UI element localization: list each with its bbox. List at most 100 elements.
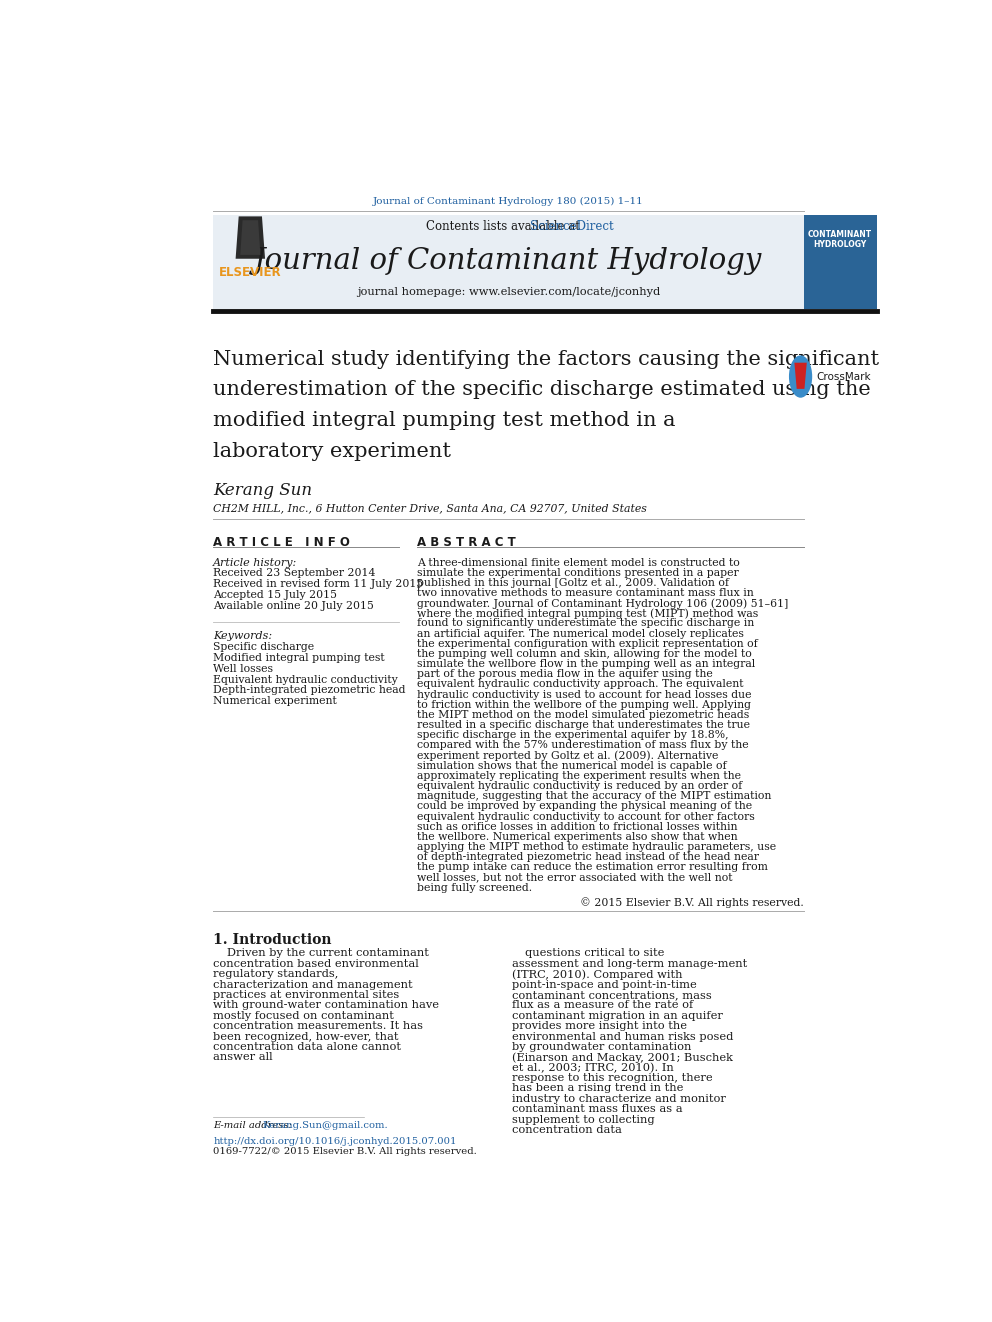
Text: assessment and long-term manage-ment: assessment and long-term manage-ment	[512, 958, 747, 969]
Text: flux as a measure of the rate of: flux as a measure of the rate of	[512, 1001, 692, 1010]
Text: A three-dimensional finite element model is constructed to: A three-dimensional finite element model…	[417, 558, 740, 567]
Text: an artificial aquifer. The numerical model closely replicates: an artificial aquifer. The numerical mod…	[417, 629, 744, 639]
Text: concentration data alone cannot: concentration data alone cannot	[213, 1042, 401, 1052]
Text: approximately replicating the experiment results when the: approximately replicating the experiment…	[417, 771, 741, 781]
Text: Numerical experiment: Numerical experiment	[213, 697, 337, 706]
Text: characterization and management: characterization and management	[213, 980, 413, 990]
Text: point-in-space and point-in-time: point-in-space and point-in-time	[512, 980, 696, 990]
Text: 1. Introduction: 1. Introduction	[213, 933, 331, 947]
Text: Modified integral pumping test: Modified integral pumping test	[213, 653, 385, 662]
Text: journal homepage: www.elsevier.com/locate/jconhyd: journal homepage: www.elsevier.com/locat…	[357, 287, 660, 297]
Text: Journal of Contaminant Hydrology: Journal of Contaminant Hydrology	[254, 247, 763, 275]
Text: Contents lists available at: Contents lists available at	[427, 219, 584, 233]
Text: practices at environmental sites: practices at environmental sites	[213, 990, 400, 999]
Text: such as orifice losses in addition to frictional losses within: such as orifice losses in addition to fr…	[417, 822, 737, 832]
Polygon shape	[236, 217, 265, 259]
Text: http://dx.doi.org/10.1016/j.jconhyd.2015.07.001: http://dx.doi.org/10.1016/j.jconhyd.2015…	[213, 1137, 456, 1146]
Text: (Einarson and Mackay, 2001; Buschek: (Einarson and Mackay, 2001; Buschek	[512, 1052, 732, 1063]
Text: contaminant migration in an aquifer: contaminant migration in an aquifer	[512, 1011, 722, 1021]
Text: answer all: answer all	[213, 1052, 273, 1063]
Text: Well losses: Well losses	[213, 664, 273, 674]
Polygon shape	[795, 362, 806, 389]
Text: contaminant concentrations, mass: contaminant concentrations, mass	[512, 990, 711, 999]
Text: et al., 2003; ITRC, 2010). In: et al., 2003; ITRC, 2010). In	[512, 1063, 674, 1073]
Text: has been a rising trend in the: has been a rising trend in the	[512, 1084, 682, 1093]
Text: CrossMark: CrossMark	[816, 371, 872, 382]
Text: hydraulic conductivity is used to account for head losses due: hydraulic conductivity is used to accoun…	[417, 690, 752, 699]
Text: Equivalent hydraulic conductivity: Equivalent hydraulic conductivity	[213, 674, 398, 685]
FancyBboxPatch shape	[804, 215, 877, 309]
Text: simulation shows that the numerical model is capable of: simulation shows that the numerical mode…	[417, 760, 726, 771]
Text: ELSEVIER: ELSEVIER	[219, 266, 282, 279]
Text: of depth-integrated piezometric head instead of the head near: of depth-integrated piezometric head ins…	[417, 853, 759, 862]
Text: regulatory standards,: regulatory standards,	[213, 969, 338, 980]
Text: experiment reported by Goltz et al. (2009). Alternative: experiment reported by Goltz et al. (200…	[417, 751, 718, 761]
Text: Kerang Sun: Kerang Sun	[213, 483, 312, 498]
Text: where the modified integral pumping test (MIPT) method was: where the modified integral pumping test…	[417, 608, 758, 619]
Polygon shape	[240, 221, 260, 255]
Text: Available online 20 July 2015: Available online 20 July 2015	[213, 600, 374, 611]
Text: compared with the 57% underestimation of mass flux by the: compared with the 57% underestimation of…	[417, 740, 749, 751]
Text: Accepted 15 July 2015: Accepted 15 July 2015	[213, 590, 337, 600]
Text: Received in revised form 11 July 2015: Received in revised form 11 July 2015	[213, 579, 424, 590]
Text: been recognized, how-ever, that: been recognized, how-ever, that	[213, 1031, 399, 1042]
Text: underestimation of the specific discharge estimated using the: underestimation of the specific discharg…	[213, 381, 871, 399]
Text: supplement to collecting: supplement to collecting	[512, 1114, 654, 1125]
Text: resulted in a specific discharge that underestimates the true: resulted in a specific discharge that un…	[417, 720, 750, 730]
Text: simulate the experimental conditions presented in a paper: simulate the experimental conditions pre…	[417, 567, 739, 578]
Text: provides more insight into the: provides more insight into the	[512, 1021, 686, 1031]
Text: environmental and human risks posed: environmental and human risks posed	[512, 1031, 733, 1042]
Text: Kerang.Sun@gmail.com.: Kerang.Sun@gmail.com.	[262, 1121, 388, 1130]
Text: equivalent hydraulic conductivity to account for other factors: equivalent hydraulic conductivity to acc…	[417, 812, 755, 821]
Text: equivalent hydraulic conductivity approach. The equivalent: equivalent hydraulic conductivity approa…	[417, 680, 743, 690]
Text: industry to characterize and monitor: industry to characterize and monitor	[512, 1093, 725, 1104]
Text: the pumping well column and skin, allowing for the model to: the pumping well column and skin, allowi…	[417, 649, 752, 658]
Text: applying the MIPT method to estimate hydraulic parameters, use: applying the MIPT method to estimate hyd…	[417, 842, 776, 853]
Text: part of the porous media flow in the aquifer using the: part of the porous media flow in the aqu…	[417, 669, 712, 680]
Text: published in this journal [Goltz et al., 2009. Validation of: published in this journal [Goltz et al.,…	[417, 578, 729, 588]
FancyBboxPatch shape	[213, 215, 804, 309]
Text: simulate the wellbore flow in the pumping well as an integral: simulate the wellbore flow in the pumpin…	[417, 660, 755, 669]
Text: could be improved by expanding the physical meaning of the: could be improved by expanding the physi…	[417, 801, 752, 812]
Ellipse shape	[789, 356, 812, 398]
Text: CONTAMINANT
HYDROLOGY: CONTAMINANT HYDROLOGY	[808, 230, 872, 249]
Text: (ITRC, 2010). Compared with: (ITRC, 2010). Compared with	[512, 969, 682, 980]
Text: Specific discharge: Specific discharge	[213, 642, 314, 652]
Text: Article history:: Article history:	[213, 558, 298, 567]
Text: questions critical to site: questions critical to site	[526, 948, 665, 958]
Text: E-mail address:: E-mail address:	[213, 1121, 296, 1130]
Text: the experimental configuration with explicit representation of: the experimental configuration with expl…	[417, 639, 758, 649]
Text: two innovative methods to measure contaminant mass flux in: two innovative methods to measure contam…	[417, 588, 754, 598]
Text: specific discharge in the experimental aquifer by 18.8%,: specific discharge in the experimental a…	[417, 730, 728, 740]
Text: CH2M HILL, Inc., 6 Hutton Center Drive, Santa Ana, CA 92707, United States: CH2M HILL, Inc., 6 Hutton Center Drive, …	[213, 504, 647, 514]
Text: with ground-water contamination have: with ground-water contamination have	[213, 1001, 439, 1010]
Text: 0169-7722/© 2015 Elsevier B.V. All rights reserved.: 0169-7722/© 2015 Elsevier B.V. All right…	[213, 1146, 477, 1155]
Text: Received 23 September 2014: Received 23 September 2014	[213, 568, 376, 578]
Text: Numerical study identifying the factors causing the significant: Numerical study identifying the factors …	[213, 349, 879, 369]
Text: A R T I C L E   I N F O: A R T I C L E I N F O	[213, 535, 350, 549]
Text: Journal of Contaminant Hydrology 180 (2015) 1–11: Journal of Contaminant Hydrology 180 (20…	[373, 197, 644, 205]
Text: equivalent hydraulic conductivity is reduced by an order of: equivalent hydraulic conductivity is red…	[417, 781, 742, 791]
Text: mostly focused on contaminant: mostly focused on contaminant	[213, 1011, 394, 1021]
Text: by groundwater contamination: by groundwater contamination	[512, 1042, 690, 1052]
Text: concentration data: concentration data	[512, 1125, 621, 1136]
Text: magnitude, suggesting that the accuracy of the MIPT estimation: magnitude, suggesting that the accuracy …	[417, 792, 772, 801]
Text: groundwater. Journal of Contaminant Hydrology 106 (2009) 51–61]: groundwater. Journal of Contaminant Hydr…	[417, 598, 789, 608]
Text: the wellbore. Numerical experiments also show that when: the wellbore. Numerical experiments also…	[417, 832, 738, 842]
Text: the pump intake can reduce the estimation error resulting from: the pump intake can reduce the estimatio…	[417, 862, 768, 873]
Text: ScienceDirect: ScienceDirect	[530, 219, 614, 233]
Text: contaminant mass fluxes as a: contaminant mass fluxes as a	[512, 1104, 682, 1114]
Text: being fully screened.: being fully screened.	[417, 883, 532, 892]
Text: Driven by the current contaminant: Driven by the current contaminant	[227, 948, 429, 958]
Text: well losses, but not the error associated with the well not: well losses, but not the error associate…	[417, 873, 732, 883]
Text: Depth-integrated piezometric head: Depth-integrated piezometric head	[213, 685, 406, 695]
Text: concentration measurements. It has: concentration measurements. It has	[213, 1021, 424, 1031]
Text: modified integral pumping test method in a: modified integral pumping test method in…	[213, 411, 676, 430]
Text: response to this recognition, there: response to this recognition, there	[512, 1073, 712, 1083]
Text: the MIPT method on the model simulated piezometric heads: the MIPT method on the model simulated p…	[417, 710, 749, 720]
Text: Keywords:: Keywords:	[213, 632, 272, 641]
Text: concentration based environmental: concentration based environmental	[213, 958, 419, 969]
Text: © 2015 Elsevier B.V. All rights reserved.: © 2015 Elsevier B.V. All rights reserved…	[580, 898, 804, 908]
Text: A B S T R A C T: A B S T R A C T	[417, 535, 516, 549]
Text: laboratory experiment: laboratory experiment	[213, 442, 451, 461]
